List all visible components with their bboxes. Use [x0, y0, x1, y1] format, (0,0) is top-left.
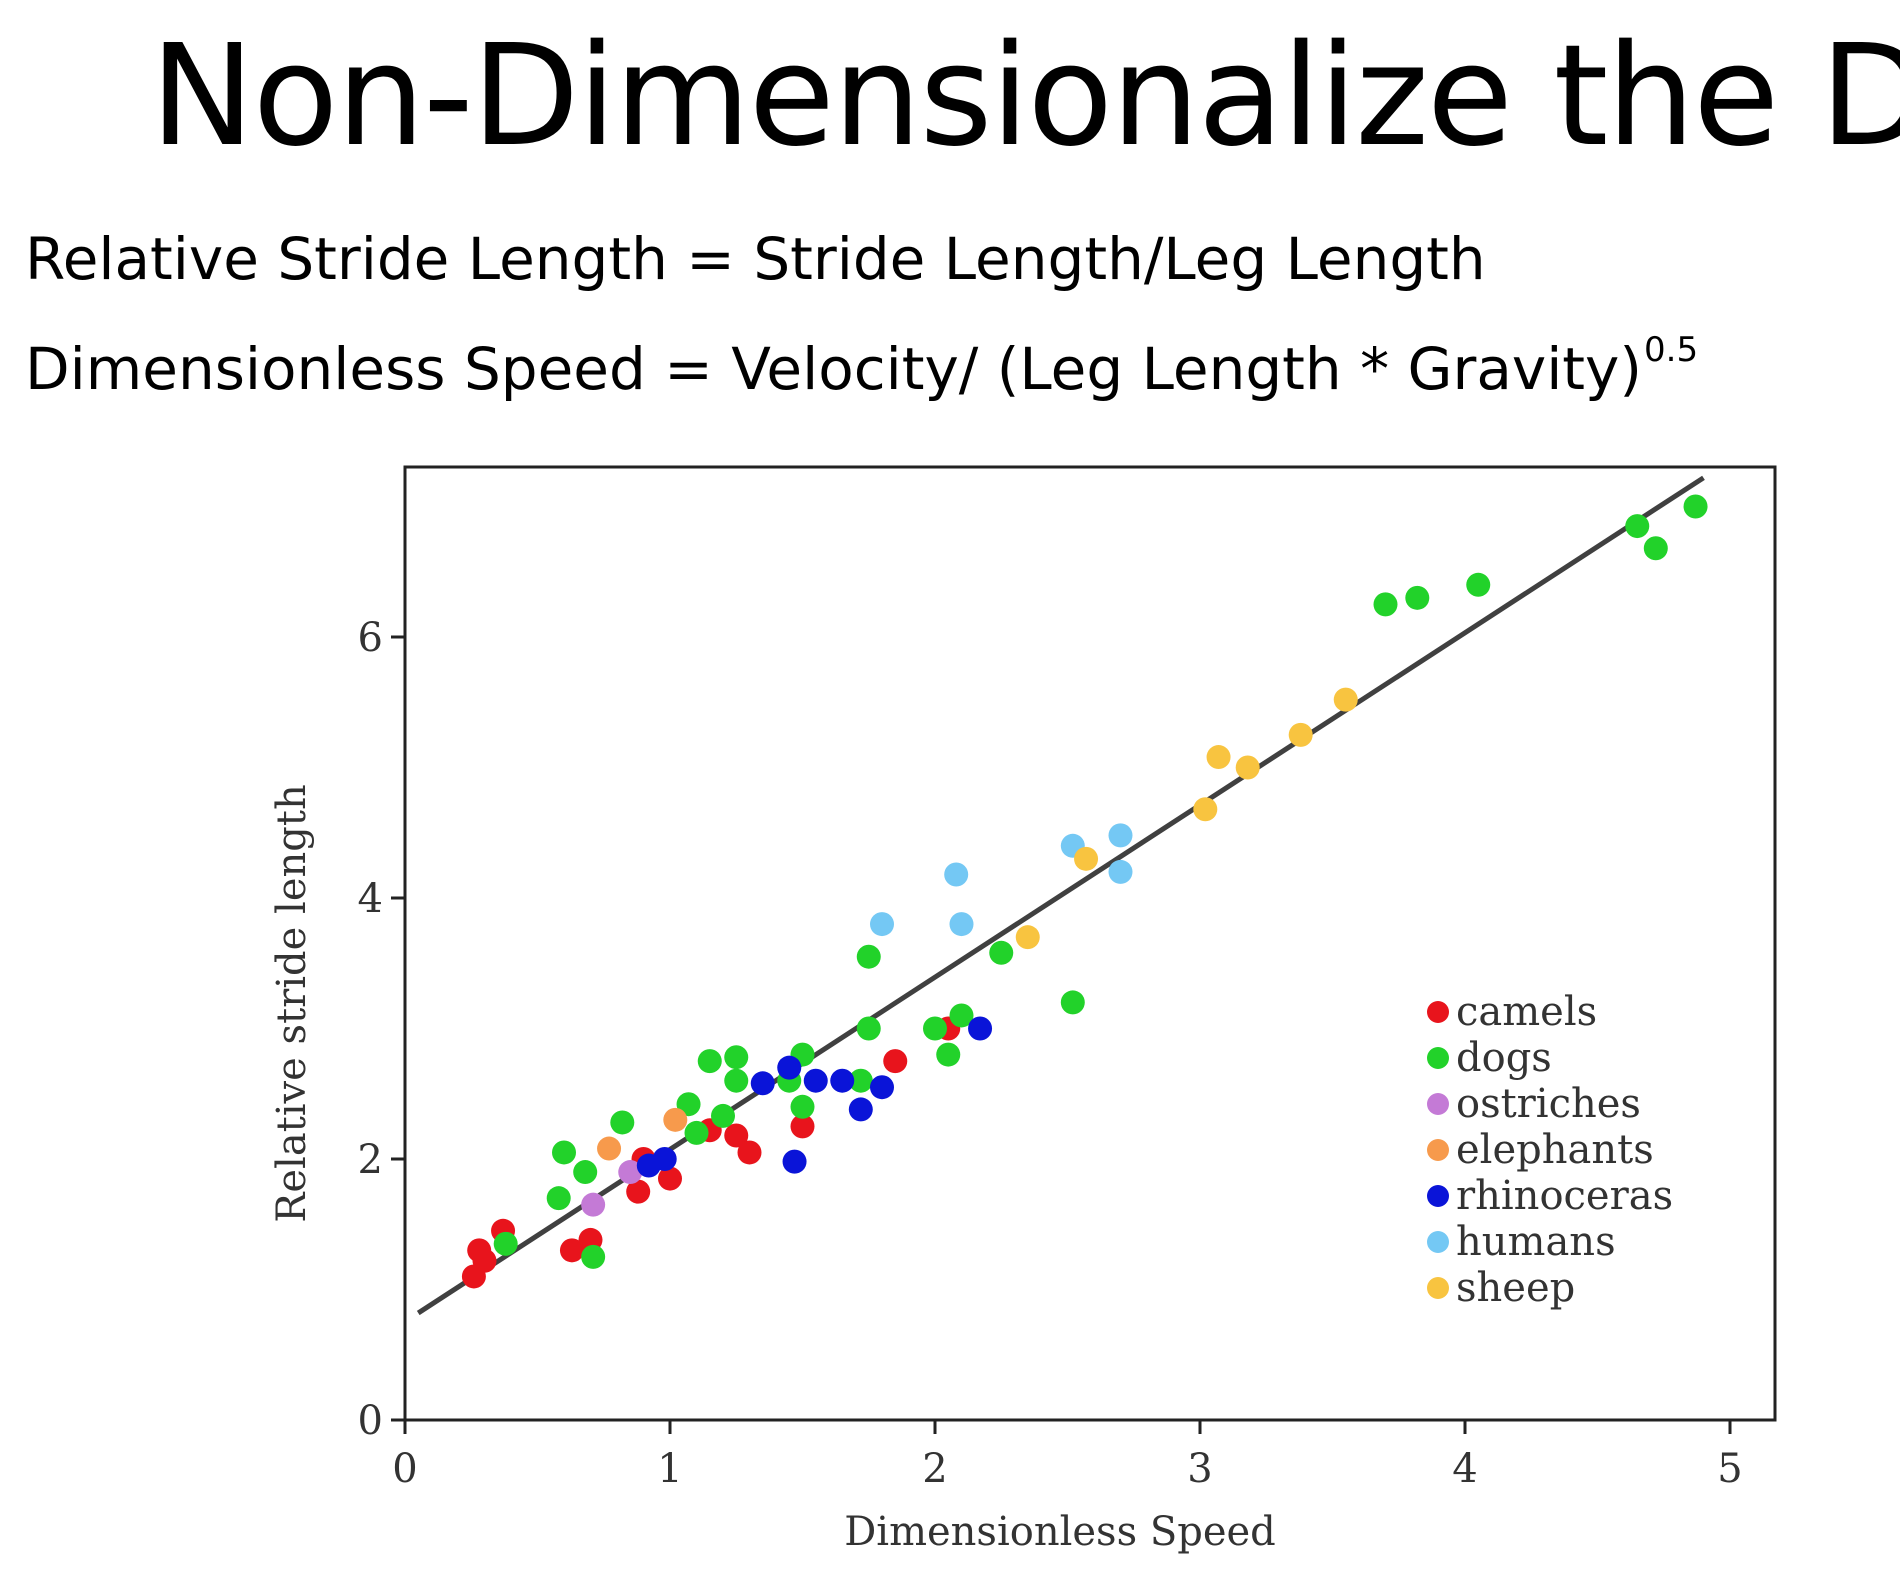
legend-label-humans: humans [1456, 1219, 1616, 1265]
point-camels [883, 1049, 908, 1074]
y-tick-label: 6 [358, 615, 383, 661]
point-camels [626, 1179, 651, 1204]
point-humans [870, 912, 894, 937]
point-ostriches [618, 1160, 643, 1185]
point-humans [949, 912, 974, 937]
x-tick-label: 4 [1452, 1446, 1477, 1492]
legend-marker-ostriches [1427, 1093, 1449, 1115]
point-dogs [676, 1092, 701, 1117]
slide-title: Non-Dimensionalize the Data [150, 15, 1900, 178]
point-dogs [1683, 494, 1708, 519]
point-camels [472, 1248, 497, 1273]
point-rhinoceras [803, 1068, 828, 1093]
x-tick-label: 0 [392, 1446, 417, 1492]
point-dogs [711, 1103, 735, 1128]
equation-exponent: 0.5 [1644, 330, 1699, 370]
point-camels [559, 1238, 584, 1263]
point-dogs [1625, 514, 1650, 539]
legend-label-camels: camels [1456, 989, 1597, 1035]
legend-marker-sheep [1427, 1277, 1449, 1299]
point-dogs [684, 1120, 709, 1145]
legend-label-ostriches: ostriches [1456, 1081, 1641, 1127]
x-tick-label: 3 [1187, 1446, 1212, 1492]
point-dogs [724, 1045, 749, 1070]
point-rhinoceras [750, 1071, 775, 1096]
legend-label-rhinoceras: rhinoceras [1456, 1173, 1673, 1219]
point-sheep [1015, 925, 1040, 950]
point-sheep [1333, 687, 1358, 712]
point-rhinoceras [652, 1147, 677, 1171]
x-tick-label: 1 [657, 1446, 682, 1492]
x-tick-label: 5 [1717, 1446, 1742, 1492]
point-ostriches [581, 1192, 606, 1217]
point-dogs [581, 1244, 606, 1269]
point-dogs [1466, 572, 1491, 597]
legend-label-sheep: sheep [1456, 1265, 1575, 1311]
point-rhinoceras [777, 1055, 802, 1080]
point-rhinoceras [848, 1097, 873, 1122]
y-tick-label: 2 [358, 1137, 383, 1183]
legend-marker-humans [1427, 1231, 1449, 1253]
legend-label-dogs: dogs [1456, 1035, 1552, 1081]
legend-label-elephants: elephants [1456, 1127, 1654, 1173]
point-dogs [856, 1016, 881, 1041]
point-sheep [1206, 745, 1231, 770]
point-humans [944, 862, 969, 887]
y-axis-label: Relative stride length [269, 784, 315, 1222]
point-dogs [697, 1049, 722, 1074]
point-elephants [597, 1136, 622, 1161]
point-camels [658, 1166, 682, 1191]
y-tick-label: 0 [358, 1398, 383, 1444]
point-dogs [546, 1186, 571, 1211]
point-rhinoceras [968, 1016, 993, 1041]
relative-stride-equation: Relative Stride Length = Stride Length/L… [25, 225, 1486, 293]
point-dogs [856, 944, 881, 969]
point-humans [1108, 859, 1133, 884]
x-tick-label: 2 [922, 1446, 947, 1492]
point-dogs [848, 1068, 873, 1093]
point-dogs [949, 1003, 974, 1028]
legend-marker-dogs [1427, 1047, 1449, 1069]
point-dogs [1373, 592, 1398, 617]
dimensionless-speed-equation: Dimensionless Speed = Velocity/ (Leg Len… [25, 330, 1698, 403]
point-dogs [1643, 536, 1668, 561]
point-sheep [1288, 722, 1313, 747]
point-dogs [573, 1160, 598, 1185]
point-camels [737, 1140, 762, 1165]
point-rhinoceras [782, 1149, 807, 1174]
point-sheep [1074, 846, 1099, 871]
point-humans [1108, 823, 1133, 848]
point-camels [724, 1123, 749, 1148]
point-dogs [1060, 990, 1085, 1015]
y-tick-label: 4 [358, 876, 383, 922]
point-rhinoceras [830, 1068, 855, 1093]
point-rhinoceras [870, 1075, 894, 1100]
legend-marker-rhinoceras [1427, 1185, 1449, 1207]
point-dogs [724, 1068, 749, 1093]
point-dogs [610, 1110, 635, 1135]
plot-frame [403, 465, 1777, 1422]
point-sheep [1235, 755, 1260, 780]
point-camels [790, 1114, 815, 1139]
point-sheep [1193, 797, 1218, 822]
point-dogs [923, 1016, 947, 1041]
legend-marker-camels [1427, 1001, 1449, 1023]
point-dogs [552, 1140, 576, 1165]
point-dogs [989, 940, 1014, 965]
x-axis-label: Dimensionless Speed [844, 1509, 1276, 1555]
dimensionless-speed-equation-text: Dimensionless Speed = Velocity/ (Leg Len… [25, 335, 1643, 403]
point-elephants [663, 1107, 688, 1132]
point-dogs [936, 1042, 961, 1067]
point-dogs [493, 1231, 518, 1256]
point-dogs [1405, 585, 1430, 610]
legend-marker-elephants [1427, 1139, 1449, 1161]
point-dogs [790, 1094, 815, 1119]
